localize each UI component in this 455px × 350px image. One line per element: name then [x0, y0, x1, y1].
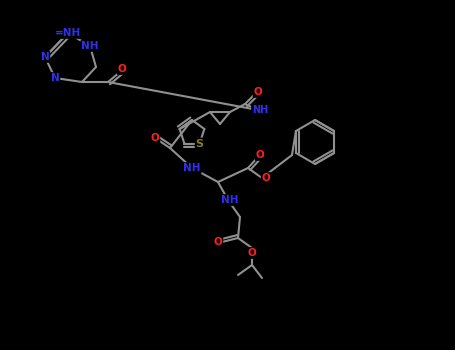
Text: N: N [40, 52, 50, 62]
Text: O: O [262, 173, 270, 183]
Text: =NH: =NH [55, 28, 81, 38]
Text: O: O [214, 237, 222, 247]
Text: S: S [196, 139, 204, 148]
Text: NH: NH [81, 41, 99, 51]
Text: O: O [248, 248, 256, 258]
Text: O: O [253, 87, 263, 97]
Text: O: O [118, 64, 126, 74]
Text: N: N [51, 73, 59, 83]
Text: NH: NH [252, 105, 268, 115]
Text: O: O [256, 150, 264, 160]
Text: O: O [151, 133, 159, 143]
Text: NH: NH [183, 163, 201, 173]
Text: NH: NH [221, 195, 239, 205]
